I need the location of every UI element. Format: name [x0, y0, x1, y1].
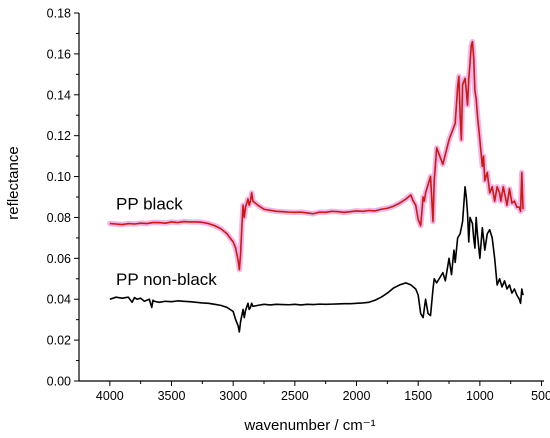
y-tick-label: 0.12: [47, 129, 71, 143]
x-tick-label: 4000: [96, 389, 124, 403]
y-tick-label: 0.08: [47, 211, 71, 225]
x-tick-label: 500: [531, 389, 550, 403]
series-layer: [107, 38, 526, 333]
y-tick-label: 0.16: [47, 47, 71, 61]
y-axis-title: reflectance: [5, 146, 22, 219]
y-tick-label: 0.02: [47, 334, 71, 348]
x-tick-label: 3000: [219, 389, 247, 403]
x-tick-label: 1000: [466, 389, 494, 403]
annotation-1: PP non-black: [116, 270, 217, 289]
series-line-1: [109, 185, 524, 333]
x-tick-label: 2500: [281, 389, 309, 403]
x-tick-label: 1500: [404, 389, 432, 403]
y-tick-label: 0.00: [47, 375, 71, 389]
axes-layer: 0.00 0.02 0.04 0.06 0.08 0.10 0.12 0.14 0.16 0.18…: [47, 7, 550, 404]
x-tick-label: 3500: [158, 389, 186, 403]
annot-layer: PP black PP non-black: [116, 194, 217, 289]
x-tick-label: 2000: [343, 389, 371, 403]
y-tick-label: 0.04: [47, 293, 71, 307]
y-tick-label: 0.14: [47, 88, 71, 102]
series-line-0: [109, 40, 524, 271]
annotation-0: PP black: [116, 194, 183, 213]
y-tick-label: 0.10: [47, 170, 71, 184]
y-tick-label: 0.06: [47, 252, 71, 266]
y-tick-label: 0.18: [47, 7, 71, 21]
series-halo-0: [107, 38, 526, 273]
x-axis-title: wavenumber / cm⁻¹: [243, 417, 375, 434]
